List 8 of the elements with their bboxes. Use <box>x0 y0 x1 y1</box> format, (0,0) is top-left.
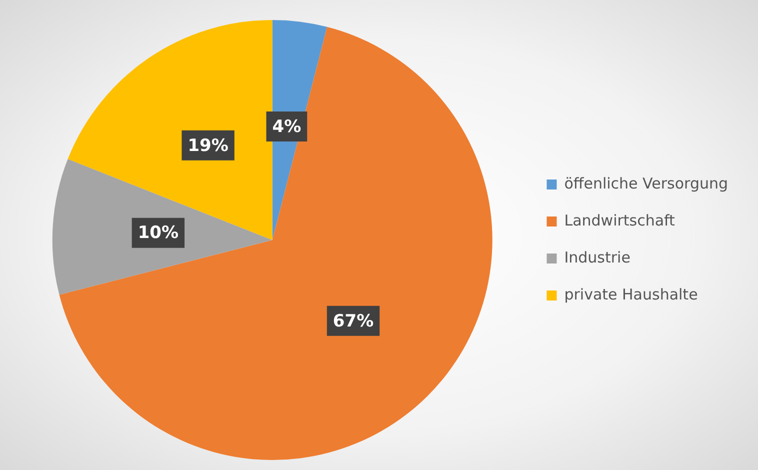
data-label: 10% <box>138 223 179 244</box>
data-label: 4% <box>272 116 302 137</box>
data-label: 67% <box>332 311 374 332</box>
data-label: 19% <box>188 136 228 156</box>
legend-label: private Haushalte <box>564 285 698 304</box>
legend-label: öffenliche Versorgung <box>564 174 728 192</box>
legend-label: Landwirtschaft <box>564 211 676 230</box>
legend-label: Industrie <box>564 248 630 266</box>
